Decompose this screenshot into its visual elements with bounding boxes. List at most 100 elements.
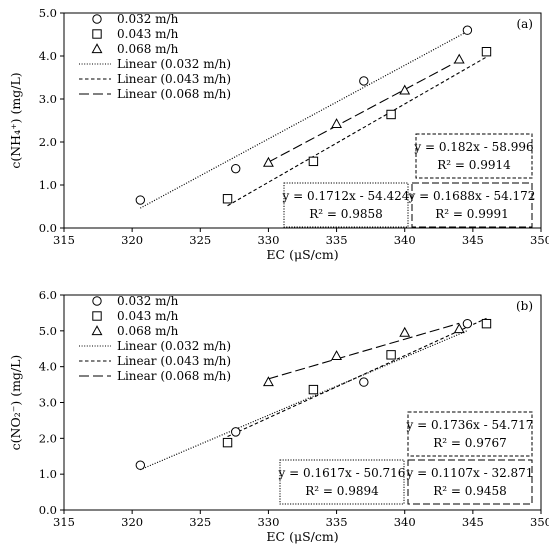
legend-label: Linear (0.068 m/h) xyxy=(117,369,231,383)
legend-label: Linear (0.043 m/h) xyxy=(117,354,231,368)
data-point-s3-3 xyxy=(399,84,411,95)
y-tick-label: 4.0 xyxy=(39,360,57,374)
equation-text: y = 0.1712x - 54.424 xyxy=(282,189,410,203)
equation-box xyxy=(415,133,533,179)
y-tick-label: 2.0 xyxy=(39,431,57,445)
legend-label: 0.043 m/h xyxy=(117,309,179,323)
legend-label: 0.068 m/h xyxy=(117,42,179,56)
trendline-3 xyxy=(268,60,460,163)
legend-label: 0.032 m/h xyxy=(117,294,179,308)
data-point-s2-4 xyxy=(481,318,492,329)
x-tick-label: 345 xyxy=(462,233,484,247)
y-tick-label: 3.0 xyxy=(39,396,57,410)
data-point-s1-2 xyxy=(231,163,241,174)
trendline-1 xyxy=(140,330,468,471)
data-point-s1-2 xyxy=(231,427,241,437)
data-point-s2-2 xyxy=(308,156,319,167)
r-squared-text: R² = 0.9767 xyxy=(433,436,507,450)
data-point-s1-3 xyxy=(359,377,369,387)
data-point-s2-2 xyxy=(308,384,319,395)
legend-label: 0.032 m/h xyxy=(117,12,179,26)
data-point-s1-4 xyxy=(462,318,473,329)
r-squared-text: R² = 0.9991 xyxy=(435,207,509,221)
x-tick-label: 325 xyxy=(189,515,211,529)
y-tick-label: 1.0 xyxy=(39,467,57,481)
x-tick-label: 315 xyxy=(53,515,75,529)
x-tick-label: 320 xyxy=(121,515,143,529)
equation-box xyxy=(279,459,405,505)
equation-text: y = 0.1107x - 32.871 xyxy=(406,466,534,480)
y-tick-label: 1.0 xyxy=(39,178,57,192)
equation-box xyxy=(411,182,533,228)
x-axis-label: EC (μS/cm) xyxy=(266,529,338,544)
data-point-s2-4 xyxy=(481,47,492,57)
y-tick-label: 6.0 xyxy=(39,288,57,302)
y-tick-label: 0.0 xyxy=(39,503,57,517)
data-point-s2-3 xyxy=(386,350,396,360)
r-squared-text: R² = 0.9914 xyxy=(437,158,511,172)
x-tick-label: 330 xyxy=(257,233,279,247)
x-tick-label: 320 xyxy=(121,233,143,247)
data-point-s3-3 xyxy=(399,326,411,337)
x-tick-label: 335 xyxy=(326,515,348,529)
x-axis-label: EC (μS/cm) xyxy=(266,247,338,262)
legend-marker-2 xyxy=(92,311,102,321)
equation-text: y = 0.1688x - 54.172 xyxy=(408,189,536,203)
data-point-s3-4 xyxy=(453,53,465,64)
x-tick-label: 350 xyxy=(530,233,549,247)
legend-label: Linear (0.032 m/h) xyxy=(117,339,231,353)
equation-box xyxy=(407,411,533,457)
legend-marker-3 xyxy=(91,325,103,336)
legend-marker-1 xyxy=(92,14,102,24)
data-point-s3-2 xyxy=(331,350,343,361)
data-point-s1-3 xyxy=(359,76,369,86)
x-tick-label: 345 xyxy=(462,515,484,529)
data-point-s1-4 xyxy=(462,25,473,35)
r-squared-text: R² = 0.9894 xyxy=(305,484,379,498)
x-tick-label: 350 xyxy=(530,515,549,529)
panel-label: (b) xyxy=(516,299,533,313)
legend-marker-3 xyxy=(91,43,103,54)
equation-text: y = 0.182x - 58.996 xyxy=(413,140,533,154)
plot-area xyxy=(63,12,542,229)
legend-label: 0.043 m/h xyxy=(117,27,179,41)
y-axis-label: c(NO₂⁻) (mg/L) xyxy=(8,355,23,451)
data-point-s3-4 xyxy=(453,323,465,334)
data-point-s2-3 xyxy=(386,109,396,120)
equation-text: y = 0.1736x - 54.717 xyxy=(406,418,534,432)
legend-label: 0.068 m/h xyxy=(117,324,179,338)
r-squared-text: R² = 0.9458 xyxy=(433,484,507,498)
y-tick-label: 4.0 xyxy=(39,49,57,63)
legend-label: Linear (0.068 m/h) xyxy=(117,87,231,101)
y-axis-label: c(NH₄⁺) (mg/L) xyxy=(8,72,23,168)
data-point-s1-1 xyxy=(135,195,146,205)
legend-marker-2 xyxy=(92,29,102,39)
data-point-s2-1 xyxy=(222,194,233,204)
y-tick-label: 5.0 xyxy=(39,6,57,20)
trendline-1 xyxy=(140,30,468,209)
trendline-2 xyxy=(227,317,487,438)
r-squared-text: R² = 0.9858 xyxy=(309,207,383,221)
equation-text: y = 0.1617x - 50.716 xyxy=(278,466,406,480)
equation-box xyxy=(407,459,533,505)
chart-panel-1: 315 320 325 330 335 340 345 350 0.0 1.0 2.0 3.0 4.0 5… xyxy=(8,6,549,262)
y-tick-label: 0.0 xyxy=(39,221,57,235)
x-tick-label: 325 xyxy=(189,233,211,247)
data-point-s2-1 xyxy=(222,437,233,448)
x-tick-label: 340 xyxy=(394,515,416,529)
x-tick-label: 335 xyxy=(326,233,348,247)
equation-box xyxy=(283,182,409,228)
data-point-s3-1 xyxy=(262,156,274,167)
x-tick-label: 340 xyxy=(394,233,416,247)
panel-label: (a) xyxy=(516,17,533,31)
chart-panel-2: 315 320 325 330 335 340 345 350 0.0 1.0 2.0 3.0 4.0 5… xyxy=(8,288,549,544)
x-tick-label: 315 xyxy=(53,233,75,247)
legend-marker-1 xyxy=(92,296,102,306)
data-point-s3-1 xyxy=(262,376,274,387)
trendline-3 xyxy=(268,322,460,380)
data-point-s3-2 xyxy=(331,118,343,129)
data-point-s1-1 xyxy=(135,460,146,470)
x-tick-label: 330 xyxy=(257,515,279,529)
legend-label: Linear (0.032 m/h) xyxy=(117,57,231,71)
